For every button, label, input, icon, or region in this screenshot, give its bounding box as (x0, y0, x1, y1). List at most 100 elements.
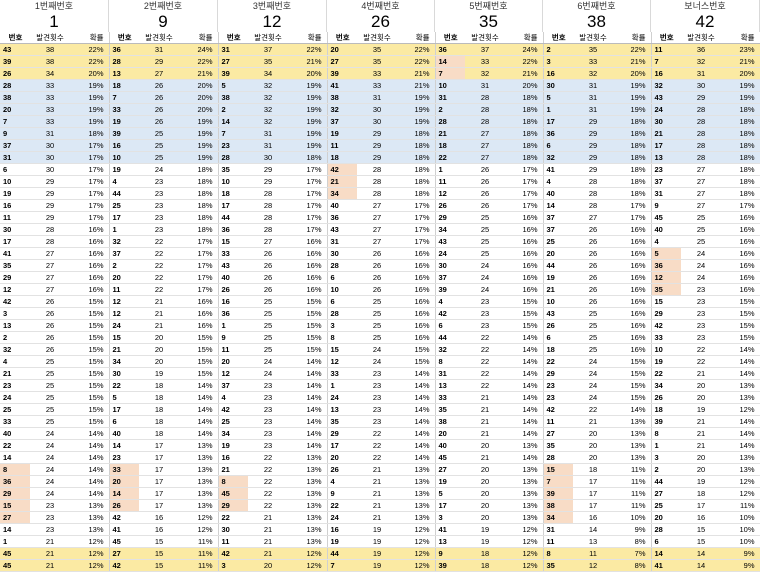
cell-number[interactable]: 18 (435, 139, 465, 152)
cell-percent[interactable]: 15% (70, 331, 110, 344)
cell-number[interactable]: 29 (218, 499, 248, 512)
cell-number[interactable]: 6 (435, 319, 465, 332)
cell-percent[interactable]: 14% (179, 415, 219, 428)
cell-number[interactable]: 8 (543, 547, 573, 560)
cell-count[interactable]: 31 (681, 67, 721, 80)
cell-number[interactable]: 22 (0, 439, 30, 452)
cell-percent[interactable]: 14% (397, 451, 436, 464)
cell-percent[interactable]: 14% (179, 391, 219, 404)
cell-number[interactable]: 7 (218, 127, 248, 140)
cell-number[interactable]: 32 (435, 343, 465, 356)
cell-count[interactable]: 21 (30, 547, 70, 560)
header-number[interactable]: 번호 (109, 32, 139, 44)
cell-percent[interactable]: 19% (613, 79, 652, 92)
cell-number[interactable]: 3 (435, 511, 465, 524)
cell-percent[interactable]: 12% (397, 547, 436, 560)
cell-percent[interactable]: 13% (397, 511, 436, 524)
cell-count[interactable]: 28 (681, 115, 721, 128)
cell-number[interactable]: 28 (218, 151, 248, 164)
cell-percent[interactable]: 12% (397, 559, 436, 572)
cell-number[interactable]: 43 (0, 43, 30, 56)
cell-count[interactable]: 17 (139, 451, 179, 464)
cell-percent[interactable]: 18% (288, 151, 328, 164)
cell-count[interactable]: 19 (357, 559, 397, 572)
cell-percent[interactable]: 16% (288, 283, 328, 296)
cell-count[interactable]: 30 (681, 79, 721, 92)
cell-percent[interactable]: 14% (397, 439, 436, 452)
cell-percent[interactable]: 13% (613, 415, 652, 428)
cell-percent[interactable]: 17% (288, 163, 328, 176)
cell-percent[interactable]: 15% (397, 355, 436, 368)
cell-count[interactable]: 25 (681, 223, 721, 236)
cell-percent[interactable]: 14% (70, 475, 110, 488)
cell-number[interactable]: 43 (327, 223, 357, 236)
cell-count[interactable]: 20 (465, 499, 505, 512)
cell-number[interactable]: 38 (218, 91, 248, 104)
cell-count[interactable]: 26 (357, 283, 397, 296)
cell-percent[interactable]: 15% (70, 307, 110, 320)
cell-percent[interactable]: 18% (397, 187, 436, 200)
cell-count[interactable]: 24 (681, 271, 721, 284)
cell-number[interactable]: 45 (218, 487, 248, 500)
cell-percent[interactable]: 14% (288, 427, 328, 440)
cell-percent[interactable]: 14% (288, 403, 328, 416)
header-number[interactable]: 번호 (218, 32, 248, 44)
cell-percent[interactable]: 16% (613, 319, 652, 332)
cell-number[interactable]: 30 (0, 223, 30, 236)
cell-count[interactable]: 23 (465, 319, 505, 332)
cell-number[interactable]: 6 (327, 295, 357, 308)
cell-count[interactable]: 25 (30, 403, 70, 416)
cell-percent[interactable]: 11% (721, 499, 760, 512)
cell-number[interactable]: 13 (651, 151, 681, 164)
cell-percent[interactable]: 13% (505, 499, 544, 512)
cell-percent[interactable]: 19% (397, 115, 436, 128)
cell-count[interactable]: 18 (139, 403, 179, 416)
cell-number[interactable]: 9 (435, 547, 465, 560)
cell-percent[interactable]: 24% (179, 43, 219, 56)
cell-number[interactable]: 36 (435, 43, 465, 56)
cell-number[interactable]: 41 (0, 247, 30, 260)
cell-percent[interactable]: 21% (505, 67, 544, 80)
cell-number[interactable]: 11 (543, 415, 573, 428)
cell-percent[interactable]: 10% (721, 511, 760, 524)
cell-count[interactable]: 18 (139, 415, 179, 428)
cell-number[interactable]: 34 (651, 379, 681, 392)
cell-number[interactable]: 38 (435, 415, 465, 428)
cell-number[interactable]: 31 (0, 151, 30, 164)
cell-count[interactable]: 35 (357, 43, 397, 56)
cell-count[interactable]: 27 (30, 283, 70, 296)
cell-percent[interactable]: 22% (397, 55, 436, 68)
cell-number[interactable]: 29 (543, 367, 573, 380)
cell-number[interactable]: 27 (543, 427, 573, 440)
cell-number[interactable]: 16 (109, 139, 139, 152)
header-number[interactable]: 번호 (435, 32, 465, 44)
cell-number[interactable]: 18 (109, 79, 139, 92)
cell-number[interactable]: 23 (651, 163, 681, 176)
cell-number[interactable]: 35 (651, 283, 681, 296)
cell-number[interactable]: 43 (435, 235, 465, 248)
cell-percent[interactable]: 21% (397, 79, 436, 92)
cell-number[interactable]: 27 (435, 463, 465, 476)
cell-count[interactable]: 21 (681, 439, 721, 452)
cell-number[interactable]: 45 (651, 211, 681, 224)
cell-count[interactable]: 20 (573, 451, 613, 464)
cell-percent[interactable]: 11% (613, 475, 652, 488)
cell-count[interactable]: 28 (465, 115, 505, 128)
cell-number[interactable]: 27 (651, 487, 681, 500)
cell-number[interactable]: 21 (651, 127, 681, 140)
cell-number[interactable]: 23 (543, 379, 573, 392)
cell-number[interactable]: 43 (218, 259, 248, 272)
cell-number[interactable]: 6 (543, 331, 573, 344)
cell-percent[interactable]: 15% (721, 307, 760, 320)
cell-percent[interactable]: 14% (721, 355, 760, 368)
cell-number[interactable]: 19 (327, 127, 357, 140)
cell-number[interactable]: 21 (327, 175, 357, 188)
cell-number[interactable]: 3 (218, 559, 248, 572)
cell-count[interactable]: 20 (248, 559, 288, 572)
cell-count[interactable]: 15 (139, 547, 179, 560)
cell-count[interactable]: 18 (465, 559, 505, 572)
cell-count[interactable]: 34 (248, 67, 288, 80)
cell-percent[interactable]: 18% (721, 151, 760, 164)
cell-number[interactable]: 10 (109, 151, 139, 164)
cell-count[interactable]: 25 (465, 235, 505, 248)
